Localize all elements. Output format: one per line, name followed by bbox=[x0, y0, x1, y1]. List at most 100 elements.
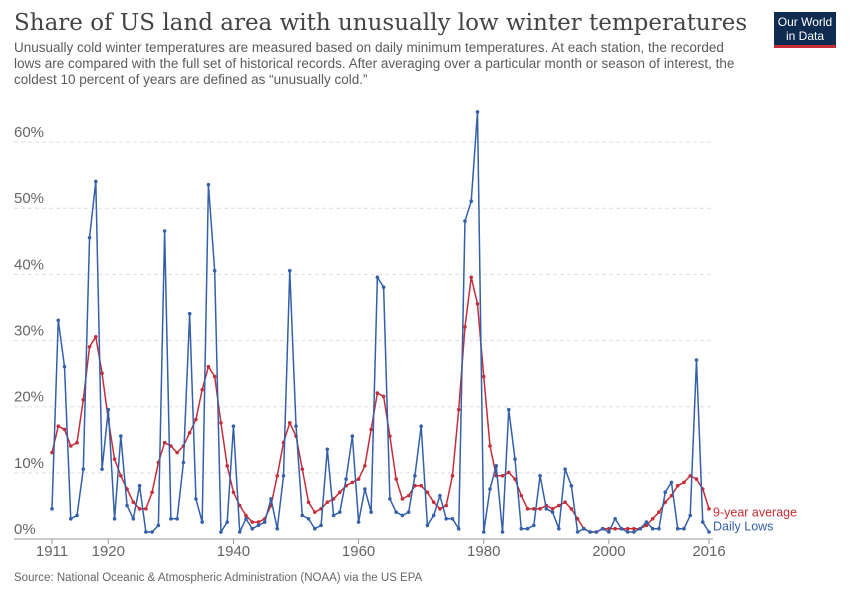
data-point bbox=[62, 427, 67, 432]
data-point bbox=[275, 526, 280, 531]
data-point bbox=[700, 520, 705, 524]
data-point bbox=[219, 421, 223, 425]
data-point bbox=[375, 391, 380, 395]
data-point bbox=[413, 473, 417, 478]
data-point bbox=[131, 500, 136, 505]
data-point bbox=[563, 467, 567, 471]
data-point bbox=[682, 480, 686, 485]
data-point bbox=[81, 467, 86, 471]
data-point bbox=[306, 500, 311, 505]
data-point bbox=[112, 457, 117, 462]
data-point bbox=[125, 503, 129, 508]
x-tick-label: 2000 bbox=[592, 543, 625, 560]
data-point bbox=[100, 467, 104, 471]
data-point bbox=[269, 497, 273, 501]
data-point bbox=[212, 268, 217, 273]
data-point bbox=[350, 480, 355, 485]
logo-text: Our World bbox=[778, 15, 832, 29]
x-tick-label: 1980 bbox=[467, 543, 500, 560]
data-point bbox=[62, 364, 67, 369]
data-point bbox=[481, 530, 486, 534]
data-point bbox=[281, 473, 286, 478]
data-point bbox=[137, 507, 142, 511]
data-point bbox=[538, 507, 542, 511]
data-point bbox=[287, 268, 292, 273]
data-point bbox=[187, 430, 192, 435]
data-point bbox=[313, 510, 317, 514]
data-point bbox=[50, 450, 54, 455]
data-point bbox=[550, 507, 555, 511]
data-point bbox=[425, 490, 430, 495]
data-point bbox=[194, 417, 198, 422]
data-point bbox=[175, 516, 179, 521]
x-tick-label: 1960 bbox=[342, 543, 375, 560]
data-point bbox=[244, 513, 248, 518]
chart-subtitle: Unusually cold winter temperatures are m… bbox=[14, 40, 735, 87]
data-point bbox=[494, 464, 499, 468]
data-point bbox=[250, 526, 255, 531]
data-point bbox=[625, 530, 630, 534]
data-point bbox=[650, 526, 655, 531]
data-point bbox=[225, 464, 229, 468]
data-point bbox=[200, 520, 204, 524]
data-point bbox=[300, 467, 305, 471]
data-point bbox=[438, 507, 442, 511]
series-line bbox=[51, 111, 710, 535]
data-point bbox=[150, 490, 154, 495]
data-point bbox=[237, 530, 242, 534]
data-point bbox=[694, 358, 699, 362]
data-point bbox=[532, 523, 536, 528]
y-tick-label: 40% bbox=[14, 256, 44, 273]
series-line bbox=[51, 277, 710, 533]
data-point bbox=[650, 516, 655, 521]
data-point bbox=[294, 424, 298, 428]
data-point bbox=[613, 516, 617, 521]
data-point bbox=[469, 199, 474, 204]
x-tick-label: 1940 bbox=[217, 543, 250, 560]
data-point bbox=[682, 526, 686, 531]
data-point bbox=[87, 344, 92, 349]
series-label: 9-year average bbox=[713, 505, 797, 519]
logo-bar bbox=[774, 45, 836, 48]
data-point bbox=[588, 530, 592, 534]
data-point bbox=[144, 507, 148, 511]
data-point bbox=[557, 503, 561, 508]
data-point bbox=[450, 516, 455, 521]
data-point bbox=[488, 487, 492, 491]
data-point bbox=[388, 497, 392, 501]
data-point bbox=[256, 520, 261, 524]
data-point bbox=[506, 407, 511, 412]
data-point bbox=[181, 460, 186, 465]
logo-box bbox=[774, 12, 836, 48]
data-point bbox=[557, 526, 561, 531]
data-point bbox=[231, 490, 236, 495]
data-point bbox=[694, 477, 699, 481]
subtitle-box: Unusually cold winter temperatures are m… bbox=[14, 40, 735, 87]
data-point bbox=[544, 507, 549, 511]
data-point bbox=[344, 477, 348, 481]
data-point bbox=[150, 530, 154, 534]
data-point bbox=[532, 507, 536, 511]
data-point bbox=[175, 450, 179, 455]
data-point bbox=[394, 510, 398, 514]
data-point bbox=[212, 374, 217, 379]
data-point bbox=[75, 513, 79, 518]
data-point bbox=[112, 516, 117, 521]
data-point bbox=[325, 500, 330, 505]
data-point bbox=[331, 513, 336, 518]
data-point bbox=[356, 520, 361, 524]
data-point bbox=[394, 477, 398, 481]
y-tick-label: 0% bbox=[14, 521, 36, 538]
data-point bbox=[438, 493, 442, 498]
data-point bbox=[525, 507, 530, 511]
data-point bbox=[388, 434, 392, 438]
data-point bbox=[75, 440, 79, 445]
data-point bbox=[319, 523, 323, 528]
data-point bbox=[607, 530, 611, 534]
data-point bbox=[87, 235, 92, 240]
data-point bbox=[600, 526, 605, 531]
data-point bbox=[225, 520, 229, 524]
data-point bbox=[569, 483, 574, 488]
data-point bbox=[56, 318, 61, 323]
data-point bbox=[638, 526, 642, 531]
